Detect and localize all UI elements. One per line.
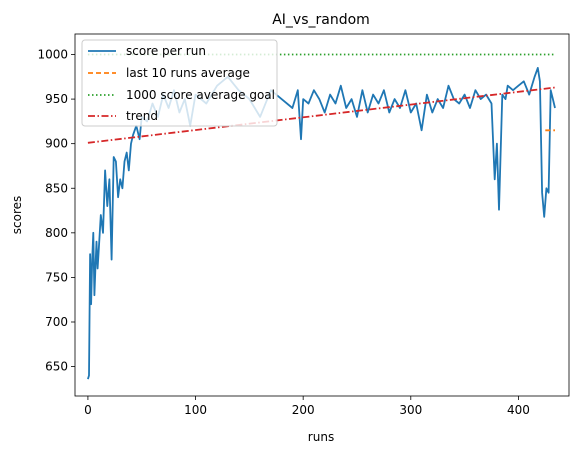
y-axis-ticks: 650 700 750 800 850 900 950 1000 [37, 48, 75, 374]
y-tick-label: 850 [45, 181, 68, 195]
series-line-score-per-run [87, 67, 556, 380]
legend-label-score-per-run: score per run [126, 44, 206, 58]
y-tick-label: 950 [45, 92, 68, 106]
legend-label-trend: trend [126, 109, 158, 123]
y-tick-label: 900 [45, 137, 68, 151]
y-tick-label: 750 [45, 270, 68, 284]
y-tick-label: 1000 [37, 48, 68, 62]
y-tick-label: 650 [45, 360, 68, 374]
y-tick-label: 700 [45, 315, 68, 329]
x-tick-label: 0 [84, 403, 92, 417]
legend-label-last-10-runs-average: last 10 runs average [126, 66, 250, 80]
x-tick-label: 200 [292, 403, 315, 417]
legend: score per run last 10 runs average 1000 … [81, 39, 278, 127]
y-tick-label: 800 [45, 226, 68, 240]
x-tick-label: 400 [507, 403, 530, 417]
x-axis-ticks: 0 100 200 300 400 [84, 396, 530, 417]
chart-title: AI_vs_random [272, 12, 370, 28]
legend-box [81, 39, 278, 127]
x-tick-label: 100 [184, 403, 207, 417]
y-axis-title: scores [10, 196, 24, 235]
series-layer [87, 53, 556, 380]
legend-label-1000-score-average-goal: 1000 score average goal [126, 88, 275, 102]
plot-frame [74, 33, 570, 397]
series-line-trend [87, 86, 556, 144]
x-axis-title: runs [308, 430, 334, 444]
x-tick-label: 300 [399, 403, 422, 417]
